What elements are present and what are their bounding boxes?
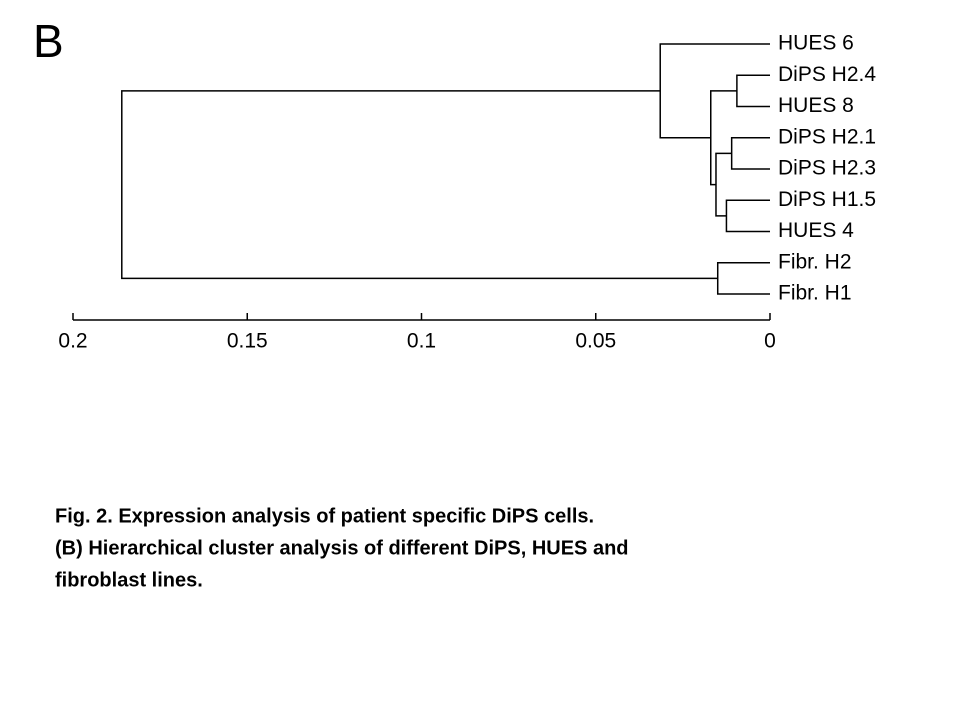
caption-line: fibroblast lines. [55, 569, 203, 591]
x-tick-label: 0.1 [407, 330, 436, 353]
leaf-label: Fibr. H2 [778, 250, 852, 273]
leaf-label: HUES 8 [778, 94, 854, 117]
panel-label: B [33, 15, 64, 67]
leaf-label: HUES 6 [778, 32, 854, 55]
leaf-label: HUES 4 [778, 219, 854, 242]
leaf-label: DiPS H2.1 [778, 125, 876, 148]
link [716, 262, 770, 295]
leaf-label: DiPS H1.5 [778, 188, 876, 211]
x-tick-label: 0.05 [575, 330, 616, 353]
link [725, 199, 770, 233]
x-tick-label: 0 [764, 330, 776, 353]
leaf-label: DiPS H2.4 [778, 63, 876, 86]
link [730, 137, 770, 170]
link [121, 90, 718, 280]
caption-line: (B) Hierarchical cluster analysis of dif… [55, 537, 629, 559]
caption-line: Fig. 2. Expression analysis of patient s… [55, 505, 594, 527]
leaf-label: DiPS H2.3 [778, 157, 876, 180]
link [736, 74, 770, 108]
x-tick-label: 0.2 [58, 330, 87, 353]
link [715, 152, 732, 217]
leaf-label: Fibr. H1 [778, 282, 852, 305]
x-tick-label: 0.15 [227, 330, 268, 353]
